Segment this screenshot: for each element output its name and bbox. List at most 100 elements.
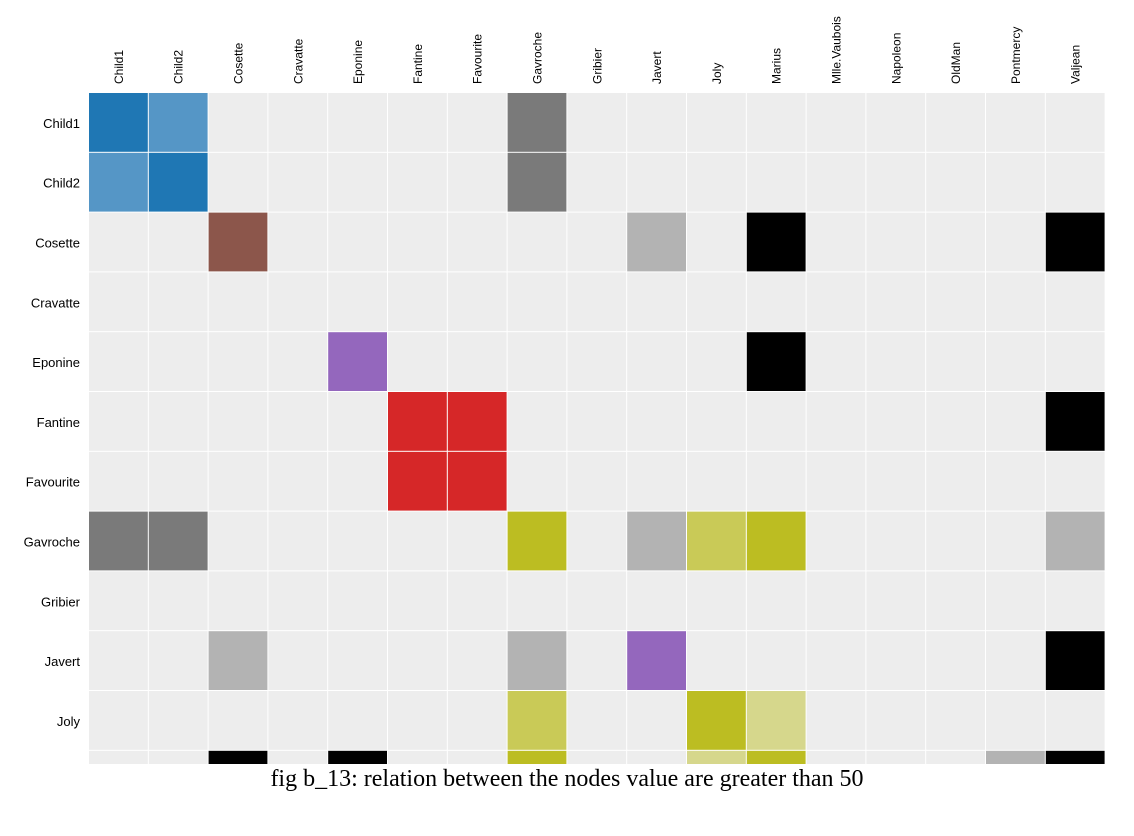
matrix-cell — [1045, 691, 1105, 750]
matrix-cell — [567, 571, 627, 631]
matrix-cell — [926, 571, 985, 631]
matrix-cell — [746, 93, 806, 152]
matrix-cell-filled — [627, 631, 686, 690]
matrix-cell-filled — [1045, 750, 1105, 764]
matrix-cell — [866, 212, 926, 272]
matrix-cell — [746, 451, 806, 511]
matrix-cell-filled — [148, 152, 208, 212]
matrix-cell — [208, 152, 268, 212]
matrix-cell-filled — [388, 451, 447, 511]
matrix-cell — [89, 571, 148, 631]
matrix-cell — [926, 451, 985, 511]
column-label: Mlle.Vaubois — [830, 16, 844, 84]
matrix-cell — [388, 272, 447, 332]
matrix-cell — [567, 511, 627, 571]
matrix-cell — [986, 511, 1045, 571]
matrix-cell — [627, 451, 686, 511]
matrix-cell — [447, 93, 507, 152]
matrix-cell — [328, 93, 387, 152]
matrix-cell — [1045, 93, 1105, 152]
matrix-cell — [447, 631, 507, 690]
matrix-cell — [148, 571, 208, 631]
matrix-cell — [746, 272, 806, 332]
matrix-cell — [687, 571, 746, 631]
matrix-cell — [89, 332, 148, 391]
matrix-cell-filled — [507, 631, 567, 690]
matrix-cell — [89, 451, 148, 511]
matrix-cell — [1045, 272, 1105, 332]
matrix-cell — [447, 272, 507, 332]
matrix-cell-filled — [148, 93, 208, 152]
matrix-cell — [208, 93, 268, 152]
column-label: Cosette — [232, 42, 246, 84]
matrix-cell — [746, 571, 806, 631]
matrix-cell — [746, 392, 806, 451]
matrix-cell — [268, 93, 328, 152]
matrix-cell — [687, 392, 746, 451]
matrix-cell — [806, 272, 866, 332]
matrix-cell-filled — [746, 691, 806, 750]
matrix-cell — [388, 511, 447, 571]
matrix-cell — [866, 93, 926, 152]
matrix-cell-filled — [746, 212, 806, 272]
matrix-cell — [806, 152, 866, 212]
row-label: Javert — [45, 654, 81, 669]
column-label: Gavroche — [531, 32, 545, 84]
matrix-cell — [806, 212, 866, 272]
matrix-cell-filled — [986, 750, 1045, 764]
matrix-cell — [986, 93, 1045, 152]
matrix-cell-filled — [89, 511, 148, 571]
matrix-cell — [567, 212, 627, 272]
matrix-cell — [746, 631, 806, 690]
matrix-cell — [447, 571, 507, 631]
matrix-cell — [1045, 332, 1105, 391]
matrix-cell — [926, 631, 985, 690]
matrix-cell — [567, 272, 627, 332]
matrix-cell-filled — [687, 511, 746, 571]
matrix-cell — [507, 212, 567, 272]
matrix-cell — [687, 272, 746, 332]
row-label: Cosette — [35, 236, 80, 251]
column-label: Gribier — [590, 48, 604, 84]
matrix-cell — [926, 212, 985, 272]
row-label: Child1 — [43, 116, 80, 131]
matrix-cell — [268, 392, 328, 451]
matrix-cell — [926, 511, 985, 571]
matrix-cell — [567, 631, 627, 690]
matrix-cell — [866, 451, 926, 511]
matrix-cell — [806, 571, 866, 631]
matrix-cell — [806, 93, 866, 152]
matrix-cell — [268, 451, 328, 511]
matrix-cell — [567, 93, 627, 152]
matrix-cell-filled — [507, 750, 567, 764]
row-label: Favourite — [26, 475, 80, 490]
matrix-cell — [687, 451, 746, 511]
matrix-cell — [89, 691, 148, 750]
matrix-cell — [328, 152, 387, 212]
matrix-cell — [806, 750, 866, 764]
matrix-cell — [388, 152, 447, 212]
matrix-cell — [388, 212, 447, 272]
matrix-cell — [268, 571, 328, 631]
matrix-cell — [806, 392, 866, 451]
matrix-cell — [89, 392, 148, 451]
matrix-cell-filled — [627, 212, 686, 272]
matrix-cell-filled — [208, 212, 268, 272]
matrix-cell — [687, 152, 746, 212]
matrix-cell-filled — [627, 511, 686, 571]
matrix-cell — [627, 93, 686, 152]
row-label: Gavroche — [24, 535, 80, 550]
matrix-cell — [388, 631, 447, 690]
matrix-cell — [986, 451, 1045, 511]
row-label: Child2 — [43, 176, 80, 191]
matrix-cell — [866, 332, 926, 391]
matrix-cell — [328, 272, 387, 332]
matrix-cell — [687, 332, 746, 391]
matrix-cell — [627, 332, 686, 391]
matrix-cell — [1045, 451, 1105, 511]
matrix-cell — [388, 571, 447, 631]
matrix-cell — [507, 451, 567, 511]
matrix-cell — [328, 571, 387, 631]
matrix-cell — [328, 631, 387, 690]
matrix-cell — [447, 152, 507, 212]
